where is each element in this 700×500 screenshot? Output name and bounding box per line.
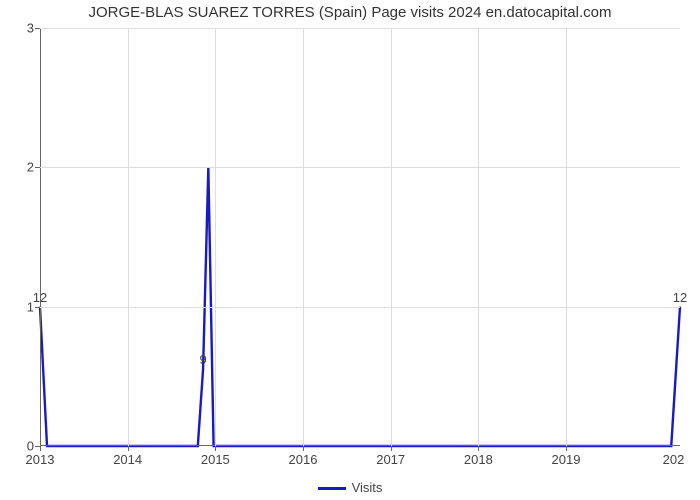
plot-area: 0123201320142015201620172018201920212912 <box>40 28 680 446</box>
data-point-label: 9 <box>199 352 206 367</box>
x-tick-label: 2016 <box>289 446 318 467</box>
grid-line-h <box>40 167 680 168</box>
x-tick-label: 2018 <box>464 446 493 467</box>
x-tick-label: 2019 <box>552 446 581 467</box>
x-tick-label: 2013 <box>26 446 55 467</box>
x-tick-label: 202 <box>663 446 685 467</box>
grid-line-h <box>40 28 680 29</box>
legend-swatch <box>318 487 346 490</box>
x-tick-label: 2017 <box>376 446 405 467</box>
grid-line-v <box>215 28 216 446</box>
y-tick-label: 3 <box>27 21 40 36</box>
data-point-label: 12 <box>33 290 47 305</box>
grid-line-v <box>128 28 129 446</box>
x-tick-label: 2015 <box>201 446 230 467</box>
legend: Visits <box>0 480 700 495</box>
visits-line <box>40 28 680 446</box>
grid-line-v <box>478 28 479 446</box>
legend-label: Visits <box>352 480 383 495</box>
x-tick-label: 2014 <box>113 446 142 467</box>
grid-line-h <box>40 307 680 308</box>
data-point-label: 12 <box>673 290 687 305</box>
grid-line-v <box>566 28 567 446</box>
grid-line-v <box>391 28 392 446</box>
y-tick-label: 2 <box>27 160 40 175</box>
chart-title: JORGE-BLAS SUAREZ TORRES (Spain) Page vi… <box>0 4 700 21</box>
chart-container: JORGE-BLAS SUAREZ TORRES (Spain) Page vi… <box>0 0 700 500</box>
grid-line-v <box>303 28 304 446</box>
y-axis-line <box>40 28 41 446</box>
